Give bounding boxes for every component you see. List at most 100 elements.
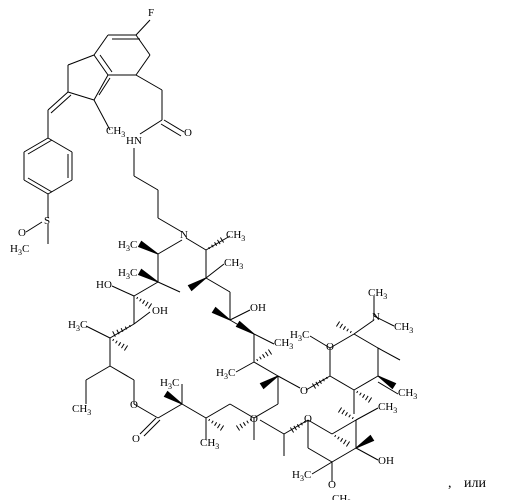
wedge-hash: [260, 357, 262, 360]
bond-line: [332, 420, 356, 434]
bond-line: [26, 222, 42, 232]
bond-line: [254, 334, 274, 344]
wedge-hash: [338, 407, 341, 412]
bond-line: [136, 20, 150, 35]
bond-line: [182, 404, 206, 418]
atom-label: HN: [126, 136, 142, 147]
caption-text: или: [464, 476, 486, 492]
wedge-hash: [212, 421, 214, 424]
wedge-hash: [357, 391, 358, 393]
bond-line: [86, 326, 110, 338]
wedge-hash: [124, 345, 127, 350]
wedge-solid: [139, 269, 158, 282]
bond-line: [161, 124, 181, 136]
atom-label: HO: [96, 280, 112, 291]
wedge-hash: [365, 396, 368, 400]
bond-line: [136, 75, 162, 90]
atom-label: H3C: [118, 240, 137, 253]
bond-line: [158, 282, 180, 292]
bond-line: [206, 404, 230, 418]
atom-label: N: [180, 230, 188, 241]
bond-line: [136, 55, 150, 75]
atom-label: CH3: [200, 438, 219, 451]
bond-line: [158, 240, 182, 254]
bond-line: [100, 55, 112, 72]
wedge-hash: [343, 440, 346, 444]
atom-label: S: [44, 216, 50, 227]
bond-line: [110, 366, 134, 380]
bond-line: [278, 376, 300, 388]
bond-line: [94, 75, 108, 100]
wedge-solid: [212, 307, 230, 320]
wedge-hash: [140, 299, 142, 302]
wedge-hash: [352, 417, 353, 419]
wedge-hash: [116, 341, 118, 344]
atom-label: O: [130, 400, 138, 411]
atom-label: O: [250, 414, 258, 425]
atom-label: CH3: [398, 388, 417, 401]
wedge-hash: [340, 324, 343, 328]
molecule-diagram: [0, 0, 506, 500]
atom-label: O: [184, 128, 192, 139]
wedge-hash: [113, 339, 114, 341]
atom-label: CH3: [72, 404, 91, 417]
bond-line: [354, 376, 378, 390]
bond-line: [354, 334, 378, 348]
wedge-hash: [347, 329, 349, 332]
atom-label: F: [148, 8, 154, 19]
bond-line: [68, 55, 94, 65]
bond-line: [260, 420, 284, 434]
bond-line: [94, 55, 108, 75]
bond-line: [356, 408, 378, 420]
atom-label: H3C: [160, 378, 179, 391]
wedge-solid: [236, 321, 254, 334]
bond-line: [158, 404, 182, 418]
wedge-hash: [368, 397, 371, 402]
atom-label: OH: [152, 306, 168, 317]
atom-label: H3C: [10, 244, 29, 257]
bond-line: [136, 35, 150, 55]
bond-line: [134, 282, 158, 296]
wedge-hash: [265, 352, 268, 356]
atom-label: H3C: [68, 320, 87, 333]
atom-label: CH3: [226, 230, 245, 243]
atom-label: O: [18, 228, 26, 239]
wedge-hash: [341, 438, 343, 441]
wedge-hash: [263, 354, 265, 357]
wedge-hash: [360, 393, 362, 396]
wedge-hash: [247, 421, 249, 424]
wedge-solid: [188, 278, 206, 291]
wedge-hash: [215, 422, 217, 425]
wedge-hash: [243, 422, 245, 425]
wedge-hash: [137, 297, 138, 299]
atom-label: H3C: [292, 470, 311, 483]
wedge-hash: [345, 412, 347, 415]
bond-line: [354, 320, 374, 334]
bond-line: [134, 176, 158, 190]
atom-label: O: [328, 480, 336, 491]
wedge-hash: [119, 342, 121, 345]
wedge-hash: [236, 425, 239, 430]
bond-line: [330, 376, 354, 390]
atom-label: CH3: [368, 288, 387, 301]
wedge-hash: [336, 321, 339, 326]
bond-line: [164, 120, 184, 132]
bond-line: [112, 286, 134, 296]
atom-label: H3C: [118, 268, 137, 281]
wedge-hash: [240, 424, 243, 428]
atom-label: OH: [250, 303, 266, 314]
bond-line: [134, 312, 150, 324]
bond-line: [206, 278, 230, 292]
wedge-solid: [378, 376, 396, 389]
atom-label: O: [132, 434, 140, 445]
wedge-hash: [268, 349, 271, 354]
wedge-hash: [350, 331, 351, 333]
wedge-hash: [342, 410, 345, 414]
wedge-hash: [338, 437, 340, 440]
bond-line: [140, 120, 162, 134]
bond-line: [86, 366, 110, 380]
wedge-hash: [363, 394, 365, 397]
wedge-hash: [217, 424, 220, 428]
wedge-hash: [257, 359, 258, 361]
atom-label: H3C: [290, 330, 309, 343]
